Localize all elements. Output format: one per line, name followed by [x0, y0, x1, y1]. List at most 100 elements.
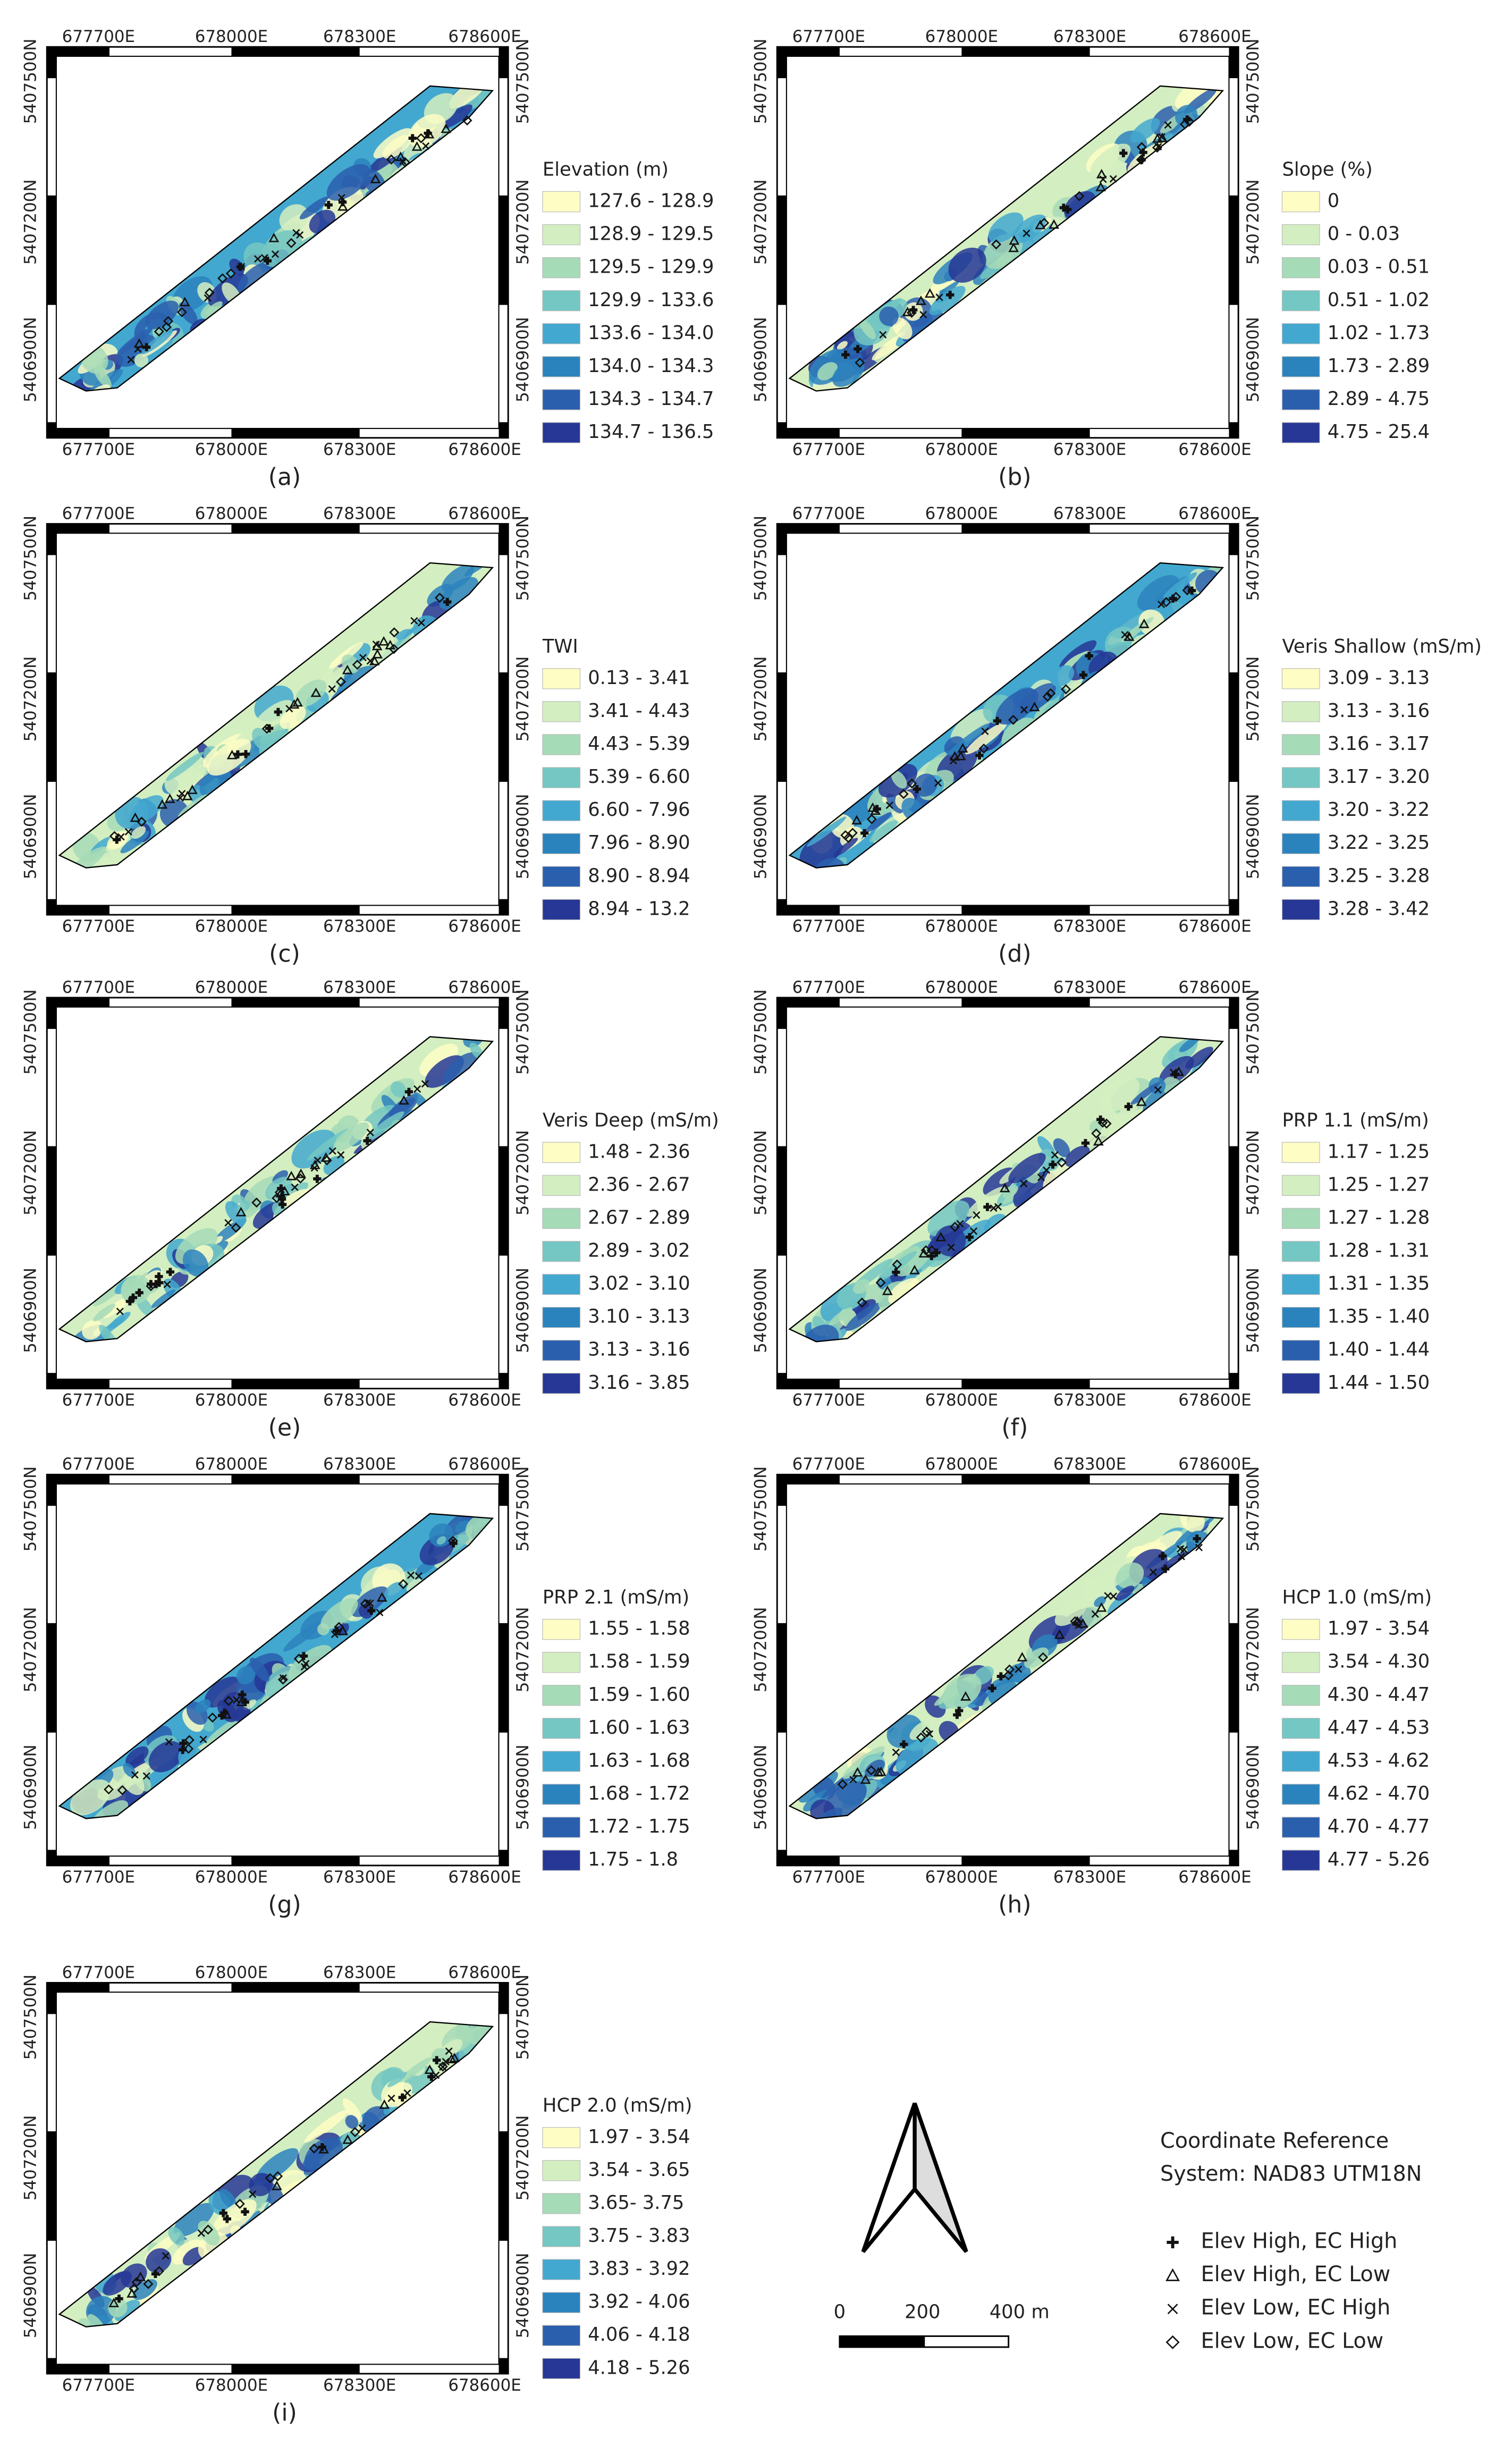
y-coordinate-label: 5406900N [21, 2253, 40, 2339]
marker-triangle [1095, 181, 1106, 191]
field-outline [58, 1513, 494, 1819]
map-panel: 677700E 677700E 678000E 678000E 678300E 67830… [21, 1455, 690, 1918]
field-patch [886, 793, 903, 814]
frame-bar [499, 672, 509, 782]
field-patch [948, 723, 990, 756]
marker-x [291, 1183, 299, 1191]
y-coordinate-label: 5407500N [513, 1466, 533, 1552]
marker-diamond [388, 644, 399, 654]
marker-triangle [1157, 132, 1168, 142]
y-coordinate-label: 5407200N [1244, 656, 1263, 742]
marker-diamond [416, 133, 426, 144]
field-patch [406, 1579, 422, 1592]
legend-swatch [542, 1685, 581, 1706]
marker-diamond [334, 1622, 344, 1632]
field-patch [444, 1052, 484, 1086]
legend-swatch [542, 1784, 581, 1805]
x-coordinate-label: 678300E [323, 1963, 396, 1982]
marker-diamond [991, 239, 1002, 250]
frame-bar [777, 1146, 787, 1256]
marker-plus [223, 2215, 231, 2223]
marker-diamond [837, 1779, 848, 1790]
marker-triangle [870, 805, 881, 815]
legend-swatch [542, 1340, 581, 1361]
marker-x [124, 828, 132, 836]
marker-plus [965, 1233, 974, 1242]
legend-swatch [542, 1273, 581, 1295]
x-coordinate-label: 678300E [323, 27, 396, 46]
marker-diamond [921, 1726, 932, 1737]
marker-diamond [352, 660, 362, 670]
marker-diamond [1072, 1617, 1083, 1627]
marker-x [117, 833, 125, 841]
north-arrow-right [913, 2102, 968, 2253]
frame-bar [777, 1373, 787, 1389]
marker-diamond [274, 1187, 285, 1197]
marker-plus [179, 1739, 188, 1748]
marker-x [1109, 175, 1117, 183]
frame-bar [231, 998, 360, 1007]
frame-bar [47, 1474, 109, 1484]
marker-x [279, 1674, 287, 1682]
marker-x [849, 1776, 857, 1784]
x-coordinate-label: 678600E [1178, 978, 1251, 997]
frame-bar [777, 998, 840, 1007]
field-patch [121, 1275, 151, 1304]
panel-label: (f) [1001, 1414, 1028, 1441]
field-patch [909, 1719, 934, 1740]
field-patch [1116, 1585, 1135, 1601]
legend-label: 4.62 - 4.70 [1328, 1783, 1430, 1804]
field-patch [1175, 86, 1215, 109]
y-coordinate-label: 5407500N [21, 39, 40, 124]
marker-x [328, 1147, 336, 1155]
frame-bar [47, 1623, 56, 1733]
field-patch [1008, 1153, 1046, 1184]
field-patch [384, 1582, 403, 1599]
marker-diamond [389, 627, 400, 638]
marker-triangle [236, 1697, 247, 1707]
y-coordinate-label: 5407500N [513, 39, 533, 124]
field-patch [125, 1746, 149, 1767]
field-patch [383, 134, 412, 159]
y-coordinate-label: 5406900N [513, 317, 533, 402]
legend-label: 6.60 - 7.96 [588, 799, 690, 821]
field-patch [320, 1598, 358, 1630]
x-coordinate-label: 678000E [195, 1868, 268, 1887]
frame-bar [47, 195, 56, 305]
map-panel: 677700E 677700E 678000E 678000E 678300E 67830… [21, 1963, 692, 2426]
frame-bar [231, 1856, 360, 1866]
marker-diamond [1045, 688, 1056, 699]
y-coordinate-label: 5407500N [21, 989, 40, 1075]
marker-x [1164, 121, 1172, 129]
marker-plus [854, 344, 862, 353]
field-patch [397, 1550, 419, 1572]
legend-label: 1.97 - 3.54 [588, 2126, 690, 2148]
marker-diamond [1039, 217, 1050, 228]
marker-triangle [157, 799, 168, 809]
field-patch [1180, 1513, 1205, 1533]
field-patch [802, 1808, 843, 1819]
marker-triangle [271, 2180, 282, 2190]
marker-diamond [1165, 2335, 1180, 2349]
marker-triangle [1093, 1136, 1104, 1146]
marker-plus [313, 1175, 322, 1183]
marker-plus [241, 2207, 249, 2216]
marker-plus [1137, 156, 1146, 164]
legend-swatch [1281, 1373, 1320, 1394]
field-patch [896, 1247, 931, 1277]
marker-diamond [906, 308, 917, 318]
x-coordinate-label: 677700E [792, 1868, 865, 1887]
x-coordinate-label: 678300E [1053, 917, 1126, 936]
x-coordinate-label: 678300E [323, 978, 396, 997]
marker-triangle [369, 655, 380, 665]
marker-diamond [309, 2143, 319, 2154]
x-coordinate-label: 678600E [1178, 1455, 1251, 1474]
marker-plus [135, 1288, 143, 1297]
marker-plus [277, 1195, 286, 1203]
map-panel: 677700E 677700E 678000E 678000E 678300E 67830… [751, 504, 1482, 967]
marker-triangle [875, 1766, 886, 1776]
marker-diamond [398, 1579, 409, 1589]
x-coordinate-label: 678600E [448, 1868, 521, 1887]
legend-label: 4.47 - 4.53 [1328, 1717, 1430, 1739]
